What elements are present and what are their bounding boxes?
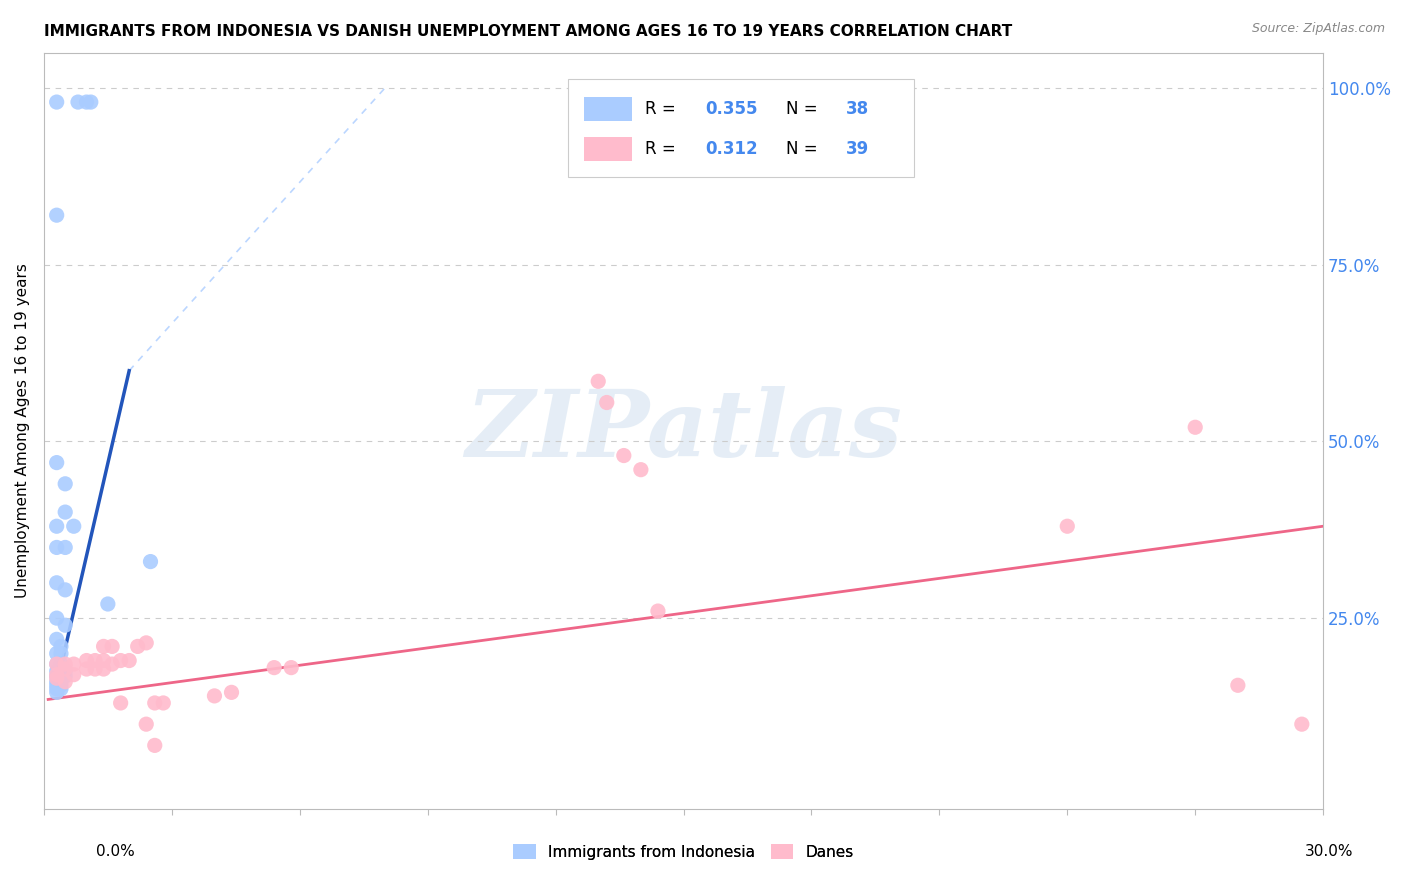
Point — [1226, 678, 1249, 692]
Point — [84, 662, 107, 676]
Point — [45, 575, 67, 590]
Point — [76, 654, 98, 668]
Point — [62, 657, 84, 671]
Point — [45, 456, 67, 470]
Y-axis label: Unemployment Among Ages 16 to 19 years: Unemployment Among Ages 16 to 19 years — [15, 263, 30, 599]
Point — [80, 95, 103, 109]
Point — [49, 669, 72, 683]
Text: Source: ZipAtlas.com: Source: ZipAtlas.com — [1251, 22, 1385, 36]
Point — [76, 95, 98, 109]
Point — [53, 669, 76, 683]
Point — [101, 640, 124, 654]
Point — [135, 636, 157, 650]
Text: 30.0%: 30.0% — [1305, 845, 1353, 859]
Legend: Immigrants from Indonesia, Danes: Immigrants from Indonesia, Danes — [508, 838, 860, 865]
Point — [127, 640, 149, 654]
Point — [45, 647, 67, 661]
Point — [53, 674, 76, 689]
Point — [93, 640, 115, 654]
Text: IMMIGRANTS FROM INDONESIA VS DANISH UNEMPLOYMENT AMONG AGES 16 TO 19 YEARS CORRE: IMMIGRANTS FROM INDONESIA VS DANISH UNEM… — [44, 24, 1012, 39]
Point — [45, 95, 67, 109]
Point — [118, 654, 141, 668]
Point — [45, 657, 67, 671]
Point — [53, 505, 76, 519]
Point — [221, 685, 243, 699]
Point — [76, 662, 98, 676]
Point — [53, 657, 76, 671]
Point — [84, 654, 107, 668]
Point — [45, 678, 67, 692]
Point — [1291, 717, 1313, 731]
Point — [49, 681, 72, 696]
Text: 0.355: 0.355 — [706, 100, 758, 119]
Point — [49, 657, 72, 671]
Point — [49, 678, 72, 692]
Point — [1056, 519, 1078, 533]
FancyBboxPatch shape — [583, 97, 633, 121]
Point — [596, 395, 619, 409]
Point — [53, 618, 76, 632]
Point — [143, 696, 166, 710]
Text: N =: N = — [786, 140, 823, 158]
Point — [53, 664, 76, 678]
Point — [66, 95, 89, 109]
Point — [53, 662, 76, 676]
Point — [45, 671, 67, 685]
Point — [53, 582, 76, 597]
Text: ZIPatlas: ZIPatlas — [465, 386, 903, 475]
Point — [49, 674, 72, 689]
Point — [45, 632, 67, 647]
Point — [45, 669, 67, 683]
Point — [53, 541, 76, 555]
Point — [586, 374, 609, 388]
Point — [45, 519, 67, 533]
Point — [152, 696, 174, 710]
Point — [45, 611, 67, 625]
Text: N =: N = — [786, 100, 823, 119]
Point — [204, 689, 226, 703]
Point — [93, 662, 115, 676]
Text: 38: 38 — [846, 100, 869, 119]
Point — [280, 660, 302, 674]
Point — [49, 664, 72, 678]
Point — [45, 657, 67, 671]
Point — [62, 667, 84, 681]
Point — [45, 664, 67, 678]
Point — [630, 463, 652, 477]
Point — [613, 449, 636, 463]
Point — [45, 681, 67, 696]
Point — [93, 654, 115, 668]
Point — [45, 667, 67, 681]
Point — [49, 647, 72, 661]
Text: R =: R = — [645, 100, 681, 119]
Text: 0.312: 0.312 — [706, 140, 758, 158]
Point — [45, 674, 67, 689]
Point — [1184, 420, 1206, 434]
Point — [45, 685, 67, 699]
Point — [49, 640, 72, 654]
Text: 39: 39 — [846, 140, 869, 158]
FancyBboxPatch shape — [568, 79, 914, 178]
Point — [45, 541, 67, 555]
Text: 0.0%: 0.0% — [96, 845, 135, 859]
Point — [45, 208, 67, 222]
Point — [139, 555, 162, 569]
Text: R =: R = — [645, 140, 681, 158]
Point — [263, 660, 285, 674]
Point — [143, 739, 166, 753]
Point — [62, 519, 84, 533]
Point — [110, 654, 132, 668]
FancyBboxPatch shape — [583, 136, 633, 161]
Point — [97, 597, 120, 611]
Point — [110, 696, 132, 710]
Point — [53, 476, 76, 491]
Point — [135, 717, 157, 731]
Point — [101, 657, 124, 671]
Point — [647, 604, 669, 618]
